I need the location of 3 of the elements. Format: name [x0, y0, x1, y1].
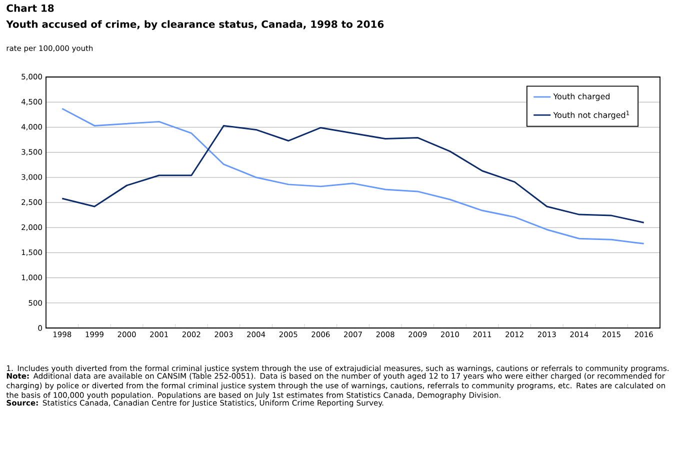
- chart-title: Chart 18: [6, 4, 54, 12]
- line-series: [61, 124, 645, 224]
- chart-subtitle: Youth accused of crime, by clearance status, Canada, 1998 to 2016: [6, 20, 384, 30]
